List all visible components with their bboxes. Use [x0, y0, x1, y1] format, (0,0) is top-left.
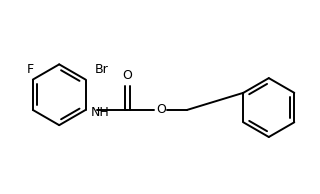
Text: F: F: [27, 63, 34, 76]
Text: O: O: [156, 103, 166, 116]
Text: O: O: [122, 69, 132, 82]
Text: Br: Br: [94, 63, 108, 76]
Text: NH: NH: [90, 106, 109, 119]
